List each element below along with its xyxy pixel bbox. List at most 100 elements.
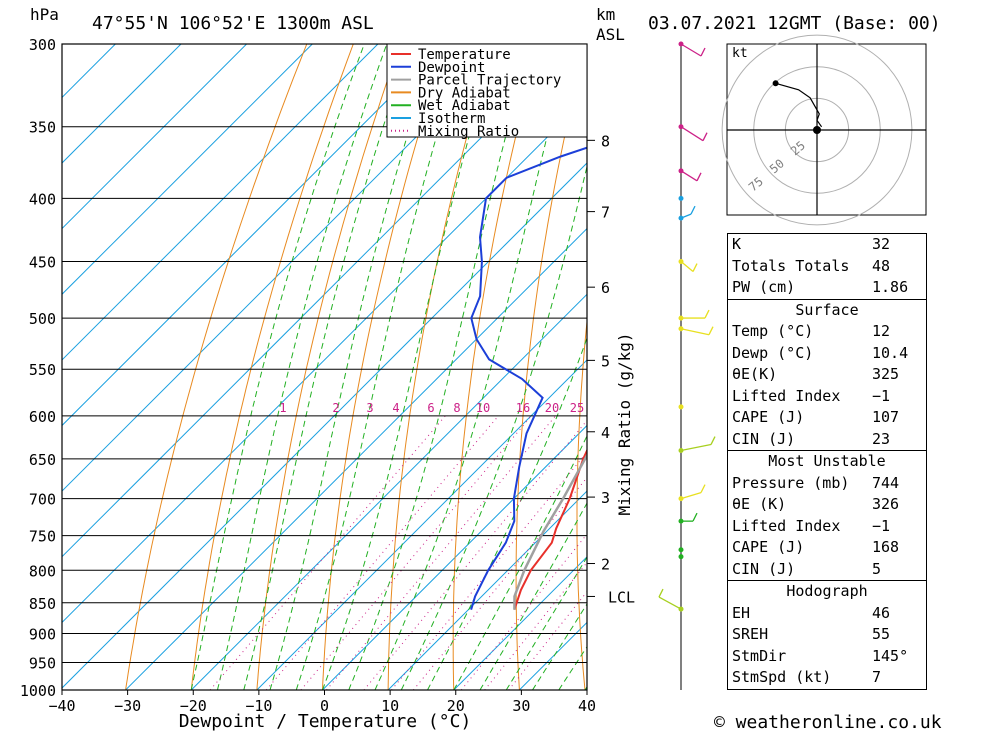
wind-barb-flag: [710, 436, 716, 445]
index-label: Lifted Index: [732, 386, 841, 405]
height-tick-label: 4: [601, 424, 610, 442]
index-value: 32: [872, 235, 891, 253]
index-value: 7: [872, 668, 882, 686]
isotherm-line: [322, 424, 587, 690]
dry-adiabat-line: [956, 44, 1000, 690]
index-value: 145°: [872, 646, 909, 665]
datetime-title: 03.07.2021 12GMT (Base: 00): [648, 13, 941, 34]
index-value: 10.4: [872, 343, 909, 362]
mixing-ratio-axis-title: Mixing Ratio (g/kg): [615, 332, 634, 515]
mixing-ratio-labels: 1 2 3 4 6 8 10 16 20 25: [279, 401, 584, 415]
index-value: 5: [872, 559, 882, 578]
index-label: CIN (J): [732, 429, 796, 448]
legend-label: Temperature: [418, 47, 511, 63]
x-tick-label: 40: [578, 697, 596, 715]
index-value: 46: [872, 603, 891, 622]
general-index-row: K 32: [728, 234, 926, 256]
x-tick-label: 30: [512, 697, 530, 715]
pressure-tick-label: 850: [29, 595, 56, 613]
wind-barb: [680, 328, 710, 336]
mixing-ratio-label: 10: [476, 401, 490, 415]
surface-index-row: Temp (°C) 12: [728, 321, 926, 343]
mixing-ratio-label: 2: [332, 401, 339, 415]
series-temperature: [513, 448, 587, 611]
wet-adiabat-line: [374, 44, 572, 690]
wind-barb-flag: [696, 172, 702, 182]
height-tick-label: 5: [601, 352, 610, 370]
wind-barb: [680, 213, 692, 219]
hodograph-trace: [775, 82, 823, 128]
mixing-ratio-line: [363, 419, 587, 690]
pressure-unit-label: hPa: [30, 5, 59, 24]
mixing-ratio-label: 8: [453, 401, 460, 415]
wet-adiabat-line: [243, 44, 412, 690]
indices-section-title: Most Unstable: [768, 452, 886, 470]
height-tick-label: 3: [601, 489, 610, 507]
index-label: Pressure (mb): [732, 473, 850, 492]
pressure-tick-label: 750: [29, 528, 56, 546]
surface-index-row: CAPE (J) 107: [728, 407, 926, 429]
general-index-row: Totals Totals 48: [728, 256, 926, 278]
index-value: 326: [872, 495, 900, 513]
dry-adiabat-line: [636, 44, 679, 690]
dry-adiabat-line: [322, 44, 447, 690]
pressure-tick-label: 700: [29, 491, 56, 509]
index-label: Temp (°C): [732, 322, 814, 340]
mixing-ratio-label: 3: [366, 401, 373, 415]
index-value: 744: [872, 473, 900, 492]
wet-adiabat-line: [269, 44, 437, 690]
most-unstable-index-row: CAPE (J) 168: [728, 537, 926, 559]
index-value: 55: [872, 625, 891, 643]
legend-label: Wet Adiabat: [418, 98, 511, 114]
mixing-ratio-label: 1: [279, 401, 286, 415]
mixing-ratio-label: 6: [427, 401, 434, 415]
most-unstable-index-row: θE (K) 326: [728, 494, 926, 516]
series-parcel-trajectory: [513, 453, 587, 610]
index-label: Lifted Index: [732, 516, 841, 535]
pressure-tick-label: 500: [29, 310, 56, 328]
surface-index-row: CIN (J) 23: [728, 429, 926, 451]
isotherm-line: [62, 162, 587, 689]
height-tick-label: 2: [601, 556, 610, 574]
wind-barb-dot: [678, 554, 684, 560]
pressure-tick-label: 600: [29, 408, 56, 426]
index-value: 12: [872, 322, 891, 340]
location-title: 47°55'N 106°52'E 1300m ASL: [92, 13, 374, 34]
wind-barb: [680, 443, 712, 452]
credit-text: © weatheronline.co.uk: [714, 712, 942, 733]
wind-profile: [658, 41, 716, 690]
dry-adiabat-line: [125, 44, 308, 690]
surface-index-row: Lifted Index −1: [728, 386, 926, 408]
legend-label: Dry Adiabat: [418, 85, 511, 101]
isotherm-line: [62, 44, 576, 558]
isotherm-line: [256, 359, 587, 690]
mixing-ratio-line: [265, 415, 499, 690]
indices-section: Hodograph EH 46 SREH 55 StmDir 145° StmSpd (kt)…: [728, 580, 926, 689]
index-label: θE(K): [732, 365, 778, 383]
x-tick-label: −30: [114, 697, 141, 715]
pressure-tick-label: 900: [29, 625, 56, 643]
legend-label: Parcel Trajectory: [418, 73, 561, 89]
indices-section-title: Surface: [795, 300, 859, 319]
isotherm-line: [62, 44, 247, 230]
isotherm-line: [62, 44, 116, 99]
pressure-tick-label: 800: [29, 562, 56, 580]
index-label: EH: [732, 603, 751, 622]
legend-label: Dewpoint: [418, 60, 485, 76]
wet-adiabat-line: [400, 164, 587, 690]
wet-adiabat-line: [322, 44, 497, 690]
index-label: Totals Totals: [732, 256, 850, 275]
wind-barb: [680, 43, 702, 57]
wet-adiabat-line: [295, 44, 465, 690]
dry-adiabat-line: [693, 44, 725, 690]
index-label: K: [732, 235, 742, 253]
height-tick-label: 7: [601, 204, 610, 222]
height-tick-label: 6: [601, 279, 610, 297]
index-label: CAPE (J): [732, 538, 805, 556]
pressure-tick-label: 550: [29, 361, 56, 379]
x-tick-label: −10: [245, 697, 272, 715]
isobars: [62, 43, 587, 691]
legend-label: Mixing Ratio: [418, 124, 519, 140]
legend-box: [386, 43, 588, 138]
